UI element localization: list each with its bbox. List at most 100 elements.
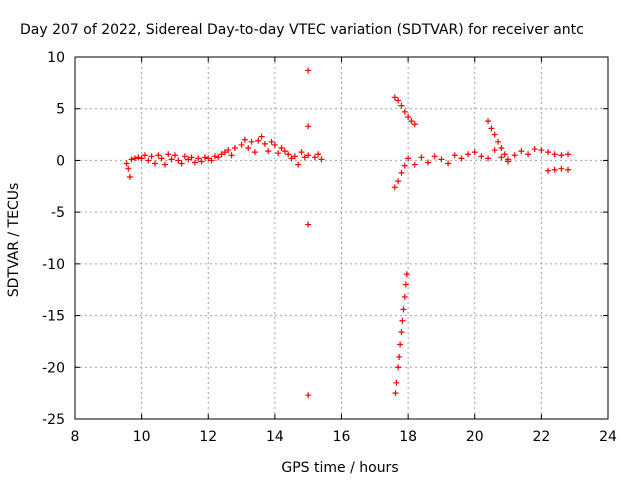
data-point <box>211 153 218 160</box>
data-points <box>123 67 572 399</box>
data-point <box>218 151 225 158</box>
data-point <box>438 156 445 163</box>
data-point <box>558 165 565 172</box>
data-point <box>305 123 312 130</box>
data-point <box>175 157 182 164</box>
data-point <box>165 151 172 158</box>
data-point <box>228 152 235 159</box>
data-point <box>495 138 502 145</box>
data-point <box>397 341 404 348</box>
data-point <box>491 131 498 138</box>
data-point <box>498 154 505 161</box>
y-tick-label: -25 <box>42 412 65 428</box>
data-point <box>505 156 512 163</box>
data-point <box>391 94 398 101</box>
series-rise-17.6 <box>391 94 418 128</box>
data-point <box>405 113 412 120</box>
data-point <box>131 155 138 162</box>
data-point <box>398 329 405 336</box>
data-point <box>518 148 525 155</box>
x-tick-label: 24 <box>599 429 617 445</box>
grid <box>75 57 608 419</box>
data-point <box>208 157 215 164</box>
data-point <box>178 160 185 167</box>
data-point <box>255 137 262 144</box>
data-point <box>305 152 312 159</box>
data-point <box>291 153 298 160</box>
series-tail-22 <box>545 165 572 174</box>
data-point <box>488 125 495 132</box>
data-point <box>395 178 402 185</box>
data-point <box>245 145 252 152</box>
data-point <box>545 149 552 156</box>
data-point <box>285 151 292 158</box>
data-point <box>396 353 403 360</box>
data-point <box>401 293 408 300</box>
y-axis-label: SDTVAR / TECUs <box>6 183 22 298</box>
x-tick-label: 16 <box>333 429 351 445</box>
data-point <box>531 146 538 153</box>
data-point <box>158 155 165 162</box>
data-point <box>265 148 272 155</box>
data-point <box>151 160 158 167</box>
axis-ticks: 8 10 12 14 16 18 20 22 24 10 5 0 -5 -10 -15 -20 -25 <box>42 50 617 445</box>
data-point <box>411 121 418 128</box>
data-point <box>498 145 505 152</box>
data-point <box>275 150 282 157</box>
data-point <box>458 155 465 162</box>
data-point <box>400 306 407 313</box>
data-point <box>278 145 285 152</box>
data-point <box>398 102 405 109</box>
data-point <box>431 153 438 160</box>
data-point <box>205 155 212 162</box>
data-point <box>551 166 558 173</box>
data-point <box>318 156 325 163</box>
data-point <box>418 154 425 161</box>
data-point <box>401 162 408 169</box>
data-point <box>398 169 405 176</box>
data-point <box>191 159 198 166</box>
data-point <box>393 379 400 386</box>
data-point <box>145 157 152 164</box>
data-point <box>485 118 492 125</box>
y-tick-label: 0 <box>56 153 65 169</box>
data-point <box>125 165 132 172</box>
data-point <box>485 155 492 162</box>
data-point <box>558 152 565 159</box>
data-point <box>401 108 408 115</box>
data-point <box>551 151 558 158</box>
data-point <box>268 138 275 145</box>
data-point <box>168 156 175 163</box>
data-point <box>148 153 155 160</box>
data-point <box>311 154 318 161</box>
data-point <box>248 138 255 145</box>
series-cluster-13-15 <box>238 133 325 168</box>
x-axis-label: GPS time / hours <box>281 460 398 476</box>
data-point <box>501 151 508 158</box>
x-tick-label: 22 <box>532 429 550 445</box>
data-point <box>305 392 312 399</box>
data-point <box>451 152 458 159</box>
data-point <box>288 155 295 162</box>
data-point <box>215 154 222 161</box>
data-point <box>251 149 258 156</box>
data-point <box>225 147 232 154</box>
series-band-after-18 <box>391 146 572 191</box>
data-point <box>261 140 268 147</box>
data-point <box>295 161 302 168</box>
x-tick-label: 18 <box>399 429 417 445</box>
data-point <box>141 152 148 159</box>
data-point <box>478 153 485 160</box>
data-point <box>198 158 205 165</box>
data-point <box>565 166 572 173</box>
data-point <box>138 155 145 162</box>
data-point <box>185 156 192 163</box>
data-point <box>403 271 410 278</box>
data-point <box>491 147 498 154</box>
data-point <box>315 151 322 158</box>
data-point <box>465 151 472 158</box>
y-tick-label: -10 <box>42 257 65 273</box>
data-point <box>231 145 238 152</box>
